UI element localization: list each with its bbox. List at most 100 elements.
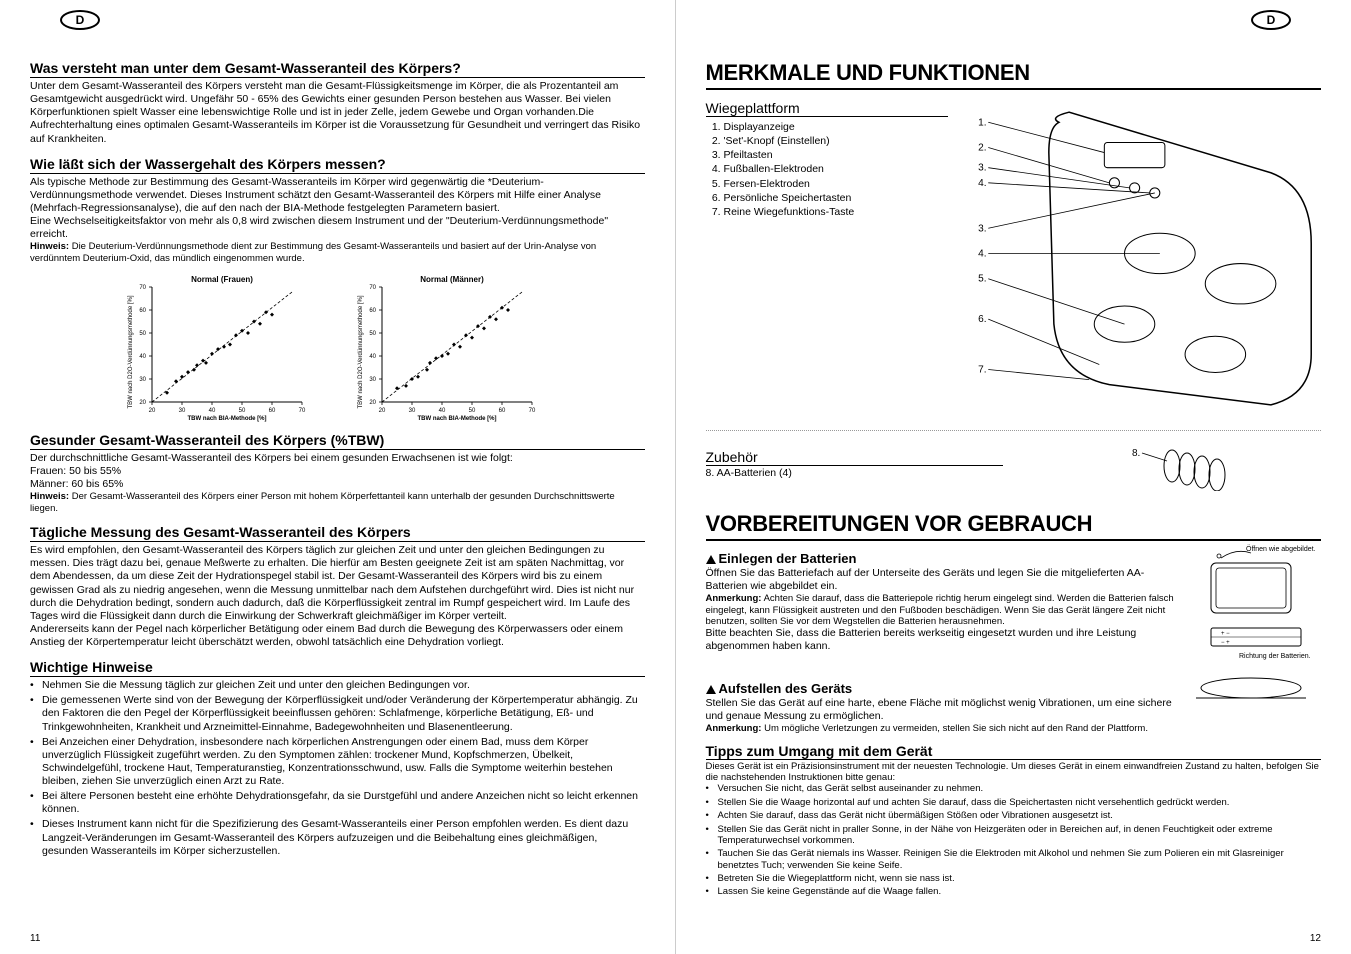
body-tipps: Dieses Gerät ist ein Präzisionsinstrumen… <box>706 761 1322 784</box>
page-number-right: 12 <box>1310 933 1321 944</box>
svg-text:30: 30 <box>409 408 416 414</box>
language-badge-right: D <box>1251 10 1291 30</box>
svg-text:50: 50 <box>469 408 476 414</box>
svg-text:50: 50 <box>239 408 246 414</box>
tipp-item: Tauchen Sie das Gerät niemals ins Wasser… <box>718 848 1322 871</box>
sub-tipps: Tipps zum Umgang mit dem Gerät <box>706 743 1322 760</box>
svg-text:5.: 5. <box>978 274 986 285</box>
heading-vorbereitungen: VORBEREITUNGEN VOR GEBRAUCH <box>706 511 1322 541</box>
svg-text:60: 60 <box>370 308 377 314</box>
body-wasseranteil-definition: Unter dem Gesamt-Wasseranteil des Körper… <box>30 80 645 146</box>
list-wichtige-hinweise: Nehmen Sie die Messung täglich zur gleic… <box>30 679 645 858</box>
svg-text:60: 60 <box>140 308 147 314</box>
svg-text:TBW nach D2O-Verdünnungsmethod: TBW nach D2O-Verdünnungsmethode [%] <box>128 295 134 408</box>
svg-text:Richtung der Batterien.: Richtung der Batterien. <box>1239 653 1311 660</box>
svg-text:TBW nach BIA-Methode [%]: TBW nach BIA-Methode [%] <box>188 416 267 422</box>
svg-text:Öffnen wie abgebildet.: Öffnen wie abgebildet. <box>1246 545 1316 553</box>
svg-text:60: 60 <box>269 408 276 414</box>
heading-wasseranteil-definition: Was versteht man unter dem Gesamt-Wasser… <box>30 60 645 78</box>
text-men-range: Männer: 60 bis 65% <box>30 478 645 491</box>
chart-men: Normal (Männer) TBW nach D2O-Verdünnungs… <box>352 272 552 422</box>
heading-merkmale-funktionen: MERKMALE UND FUNKTIONEN <box>706 60 1322 90</box>
component-item: Displayanzeige <box>724 121 948 134</box>
svg-text:70: 70 <box>529 408 536 414</box>
list-tipps: Versuchen Sie nicht, das Gerät selbst au… <box>706 783 1322 898</box>
svg-text:70: 70 <box>140 285 147 291</box>
svg-text:40: 40 <box>209 408 216 414</box>
svg-text:50: 50 <box>140 331 147 337</box>
chart-women-svg: Normal (Frauen) TBW nach D2O-Verdünnungs… <box>122 272 322 422</box>
note-body: Achten Sie darauf, dass die Batteriepole… <box>706 593 1174 627</box>
warning-icon <box>706 685 716 694</box>
component-item: Fußballen-Elektroden <box>724 163 948 176</box>
hinweis-item: Bei Anzeichen einer Dehydration, insbeso… <box>42 736 645 789</box>
sub-zubehor: Zubehör <box>706 449 1004 466</box>
accessory-batteries: 8. AA-Batterien (4) <box>706 467 1004 480</box>
svg-text:20: 20 <box>140 400 147 406</box>
svg-text:− +: − + <box>1221 640 1230 646</box>
note-body: Die Deuterium-Verdünnungsmethode dient z… <box>30 241 596 263</box>
list-components: Displayanzeige'Set'-Knopf (Einstellen)Pf… <box>706 121 948 219</box>
svg-text:4.: 4. <box>978 178 986 189</box>
svg-text:70: 70 <box>299 408 306 414</box>
sub-aufstellen: Aufstellen des Geräts <box>706 681 1177 696</box>
body-taegliche-messung: Es wird empfohlen, den Gesamt-Wasserante… <box>30 544 645 649</box>
note-body: Um mögliche Verletzungen zu vermeiden, s… <box>761 723 1148 734</box>
component-item: 'Set'-Knopf (Einstellen) <box>724 135 948 148</box>
note-label: Hinweis: <box>30 491 69 502</box>
sub-batterien: Einlegen der Batterien <box>706 551 1177 566</box>
language-badge-left: D <box>60 10 100 30</box>
page-left: D Was versteht man unter dem Gesamt-Wass… <box>0 0 676 954</box>
chart-men-svg: Normal (Männer) TBW nach D2O-Verdünnungs… <box>352 272 552 422</box>
body-batterien: Öffnen Sie das Batteriefach auf der Unte… <box>706 567 1177 593</box>
body-aufstellen: Stellen Sie das Gerät auf eine harte, eb… <box>706 697 1177 723</box>
note-deuterium: Hinweis: Die Deuterium-Verdünnungsmethod… <box>30 241 645 264</box>
svg-text:60: 60 <box>499 408 506 414</box>
hinweis-item: Nehmen Sie die Messung täglich zur gleic… <box>42 679 645 692</box>
heading-wassergehalt-messen: Wie läßt sich der Wassergehalt des Körpe… <box>30 156 645 174</box>
heading-taegliche-messung: Tägliche Messung des Gesamt-Wasseranteil… <box>30 524 645 542</box>
svg-text:TBW nach D2O-Verdünnungsmethod: TBW nach D2O-Verdünnungsmethode [%] <box>358 295 364 408</box>
hinweis-item: Die gemessenen Werte sind von der Bewegu… <box>42 694 645 733</box>
tipp-item: Versuchen Sie nicht, das Gerät selbst au… <box>718 783 1322 794</box>
note-batterien: Anmerkung: Achten Sie darauf, dass die B… <box>706 593 1177 627</box>
component-item: Pfeiltasten <box>724 149 948 162</box>
page-right: D MERKMALE UND FUNKTIONEN Wiegeplattform… <box>676 0 1351 954</box>
heading-wichtige-hinweise: Wichtige Hinweise <box>30 659 645 677</box>
note-bodyfat: Hinweis: Der Gesamt-Wasseranteil des Kör… <box>30 491 645 514</box>
note-label: Anmerkung: <box>706 723 762 734</box>
svg-text:40: 40 <box>370 354 377 360</box>
svg-text:+ −: + − <box>1221 631 1230 637</box>
svg-text:50: 50 <box>370 331 377 337</box>
svg-text:2.: 2. <box>978 143 986 154</box>
page-number-left: 11 <box>30 933 40 944</box>
batteries-diagram: 8. <box>1023 441 1321 496</box>
component-item: Persönliche Speichertasten <box>724 192 948 205</box>
note-body: Der Gesamt-Wasseranteil des Körpers eine… <box>30 491 615 513</box>
tipp-item: Betreten Sie die Wiegeplattform nicht, w… <box>718 873 1322 884</box>
sub-wiegeplattform: Wiegeplattform <box>706 100 948 117</box>
body-batterien-b: Bitte beachten Sie, dass die Batterien b… <box>706 627 1177 653</box>
body-wassergehalt-messen: Als typische Methode zur Bestimmung des … <box>30 176 645 242</box>
component-item: Reine Wiegefunktions-Taste <box>724 206 948 219</box>
charts-container: Normal (Frauen) TBW nach D2O-Verdünnungs… <box>30 272 645 422</box>
surface-diagram <box>1191 673 1321 735</box>
svg-text:Normal (Männer): Normal (Männer) <box>420 275 484 284</box>
battery-install-diagram: Öffnen wie abgebildet. + − − + Richtung … <box>1191 543 1321 668</box>
tipp-item: Stellen Sie das Gerät nicht in praller S… <box>718 824 1322 847</box>
svg-text:8.: 8. <box>1132 448 1140 459</box>
svg-text:4.: 4. <box>978 248 986 259</box>
note-label: Anmerkung: <box>706 593 762 604</box>
svg-text:7.: 7. <box>978 365 986 376</box>
note-aufstellen: Anmerkung: Um mögliche Verletzungen zu v… <box>706 723 1177 734</box>
chart-women: Normal (Frauen) TBW nach D2O-Verdünnungs… <box>122 272 322 422</box>
svg-text:6.: 6. <box>978 314 986 325</box>
svg-text:TBW nach BIA-Methode [%]: TBW nach BIA-Methode [%] <box>418 416 497 422</box>
warning-icon <box>706 555 716 564</box>
svg-text:20: 20 <box>149 408 156 414</box>
features-section: Wiegeplattform Displayanzeige'Set'-Knopf… <box>706 92 1322 420</box>
hinweis-item: Bei ältere Personen besteht eine erhöhte… <box>42 790 645 816</box>
svg-text:30: 30 <box>179 408 186 414</box>
body-gesunder-wasseranteil: Der durchschnittliche Gesamt-Wasserantei… <box>30 452 645 465</box>
svg-text:40: 40 <box>439 408 446 414</box>
